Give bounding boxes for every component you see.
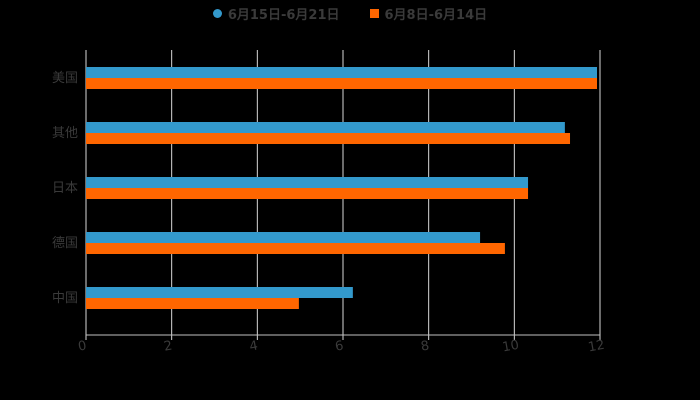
bar[interactable] — [86, 298, 299, 309]
y-category-label: 美国 — [52, 71, 78, 86]
legend-swatch-square-icon — [369, 9, 379, 18]
x-tick-label: 10 — [501, 338, 520, 356]
x-tick-label: 4 — [248, 338, 259, 354]
x-tick-label: 12 — [587, 338, 606, 356]
legend-label: 6月8日-6月14日 — [384, 8, 488, 23]
bar[interactable] — [86, 188, 529, 199]
y-category-label: 日本 — [52, 181, 78, 196]
legend-item-series-2[interactable]: 6月8日-6月14日 — [369, 4, 488, 23]
x-tick-label: 8 — [420, 338, 431, 354]
x-tick-label: 6 — [334, 338, 345, 354]
bar[interactable] — [86, 122, 565, 133]
bar[interactable] — [86, 243, 505, 254]
bar[interactable] — [86, 177, 529, 188]
chart-legend: 6月15日-6月21日 6月8日-6月14日 — [0, 4, 700, 23]
bars — [86, 67, 598, 309]
bar[interactable] — [86, 232, 481, 243]
legend-swatch-circle-icon — [212, 9, 222, 18]
y-category-label: 中国 — [52, 291, 78, 306]
bar[interactable] — [86, 67, 598, 78]
legend-label: 6月15日-6月21日 — [227, 8, 340, 23]
x-tick-label: 0 — [77, 338, 88, 354]
bar[interactable] — [86, 287, 353, 298]
bar[interactable] — [86, 78, 598, 89]
x-tick-label: 2 — [163, 338, 174, 354]
bar[interactable] — [86, 133, 571, 144]
legend-item-series-1[interactable]: 6月15日-6月21日 — [212, 4, 340, 23]
y-category-label: 其他 — [52, 126, 78, 141]
y-category-label: 德国 — [52, 236, 78, 251]
